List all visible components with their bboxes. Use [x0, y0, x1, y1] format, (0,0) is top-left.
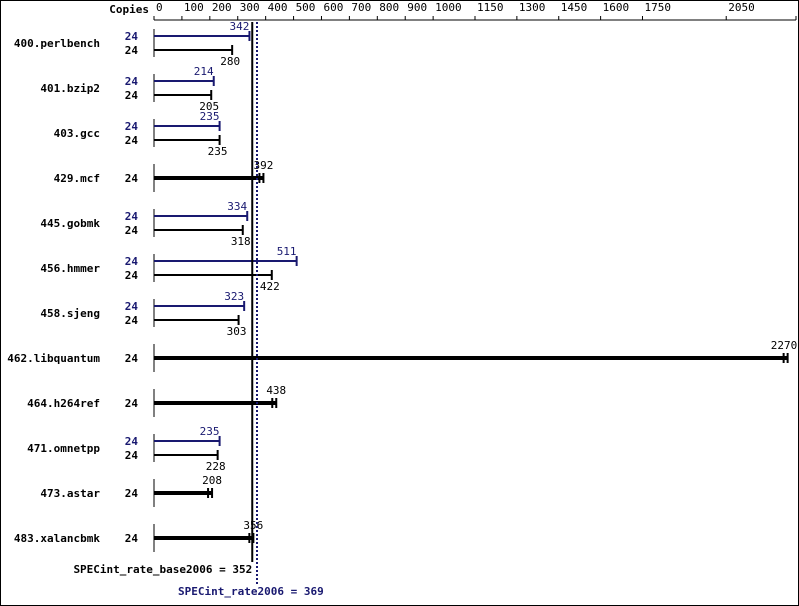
benchmark-name: 429.mcf	[54, 172, 100, 185]
benchmark-name: 458.sjeng	[40, 307, 100, 320]
value-label: 438	[266, 384, 286, 397]
x-tick-label: 400	[268, 1, 288, 14]
benchmark-name: 456.hmmer	[40, 262, 100, 275]
copies-label: 24	[125, 269, 139, 282]
copies-label: 24	[125, 532, 139, 545]
x-tick-label: 0	[156, 1, 163, 14]
x-tick-label: 1300	[519, 1, 546, 14]
benchmark-name: 400.perlbench	[14, 37, 100, 50]
value-label: 334	[227, 200, 247, 213]
value-label: 422	[260, 280, 280, 293]
copies-label: 24	[125, 300, 139, 313]
x-tick-label: 600	[323, 1, 343, 14]
value-label: 323	[224, 290, 244, 303]
x-tick-label: 100	[184, 1, 204, 14]
value-label: 303	[227, 325, 247, 338]
benchmark-name: 445.gobmk	[40, 217, 100, 230]
benchmark-name: 464.h264ref	[27, 397, 100, 410]
copies-label: 24	[125, 210, 139, 223]
value-label: 235	[200, 110, 220, 123]
copies-label: 24	[125, 172, 139, 185]
value-label: 511	[277, 245, 297, 258]
value-label: 228	[206, 460, 226, 473]
x-tick-label: 200	[212, 1, 232, 14]
copies-label: 24	[125, 397, 139, 410]
x-tick-label: 300	[240, 1, 260, 14]
copies-label: 24	[125, 435, 139, 448]
copies-label: 24	[125, 89, 139, 102]
copies-label: 24	[125, 352, 139, 365]
copies-label: 24	[125, 314, 139, 327]
x-tick-label: 500	[296, 1, 316, 14]
value-label: 392	[253, 159, 273, 172]
copies-label: 24	[125, 30, 139, 43]
benchmark-name: 473.astar	[40, 487, 100, 500]
reference-label: SPECint_rate2006 = 369	[178, 585, 324, 598]
x-tick-label: 900	[407, 1, 427, 14]
x-tick-label: 1000	[435, 1, 462, 14]
copies-label: 24	[125, 224, 139, 237]
x-tick-label: 700	[351, 1, 371, 14]
copies-label: 24	[125, 134, 139, 147]
x-tick-label: 2050	[728, 1, 755, 14]
x-tick-label: 1150	[477, 1, 504, 14]
value-label: 342	[230, 20, 250, 33]
copies-label: 24	[125, 255, 139, 268]
value-label: 208	[202, 474, 222, 487]
copies-header: Copies	[109, 3, 149, 16]
value-label: 356	[243, 519, 263, 532]
x-tick-label: 1750	[644, 1, 671, 14]
value-label: 2270	[771, 339, 798, 352]
value-label: 214	[194, 65, 214, 78]
copies-label: 24	[125, 75, 139, 88]
copies-label: 24	[125, 487, 139, 500]
benchmark-name: 471.omnetpp	[27, 442, 100, 455]
benchmark-name: 403.gcc	[54, 127, 100, 140]
reference-label: SPECint_rate_base2006 = 352	[73, 563, 252, 576]
benchmark-name: 483.xalancbmk	[14, 532, 100, 545]
value-label: 235	[208, 145, 228, 158]
copies-label: 24	[125, 449, 139, 462]
x-tick-label: 1450	[561, 1, 588, 14]
value-label: 235	[200, 425, 220, 438]
value-label: 280	[220, 55, 240, 68]
benchmark-name: 462.libquantum	[7, 352, 100, 365]
copies-label: 24	[125, 44, 139, 57]
value-label: 205	[199, 100, 219, 113]
benchmark-name: 401.bzip2	[40, 82, 100, 95]
value-label: 318	[231, 235, 251, 248]
x-tick-label: 1600	[603, 1, 630, 14]
copies-label: 24	[125, 120, 139, 133]
x-tick-label: 800	[379, 1, 399, 14]
